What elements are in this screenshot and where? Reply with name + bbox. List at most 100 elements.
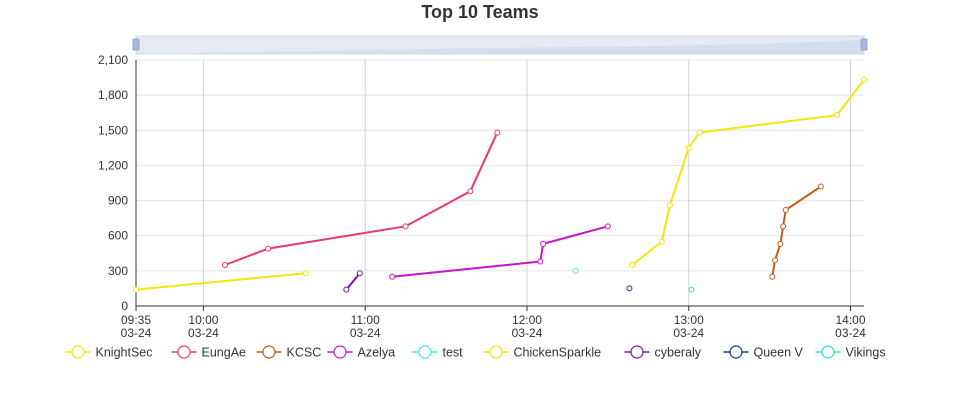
series-knightsec	[133, 270, 309, 293]
legend: KnightSec EungAe KCSC Azelya test ChickenSpar…	[65, 345, 886, 360]
legend-label: KnightSec	[96, 346, 153, 360]
data-point-azelya[interactable]	[604, 223, 611, 230]
data-point-chickensparkle[interactable]	[834, 112, 841, 119]
y-tick-label: 300	[108, 264, 128, 278]
legend-label: Azelya	[358, 346, 396, 360]
data-point-test[interactable]	[572, 267, 579, 274]
data-point-chickensparkle[interactable]	[696, 129, 703, 136]
x-tick-date-label: 03-24	[121, 326, 152, 340]
legend-swatch-marker	[333, 345, 347, 359]
legend-swatch-marker	[489, 345, 503, 359]
data-point-azelya[interactable]	[389, 273, 396, 280]
data-point-chickensparkle[interactable]	[861, 76, 867, 83]
legend-item-queen-v[interactable]: Queen V	[723, 345, 804, 360]
series-chickensparkle	[629, 76, 867, 268]
zoom-slider[interactable]	[132, 35, 868, 55]
legend-item-knightsec[interactable]: KnightSec	[65, 345, 153, 360]
y-tick-label: 2,100	[98, 53, 128, 67]
data-point-eungae[interactable]	[265, 245, 272, 252]
data-point-azelya[interactable]	[540, 240, 547, 247]
data-point-eungae[interactable]	[221, 262, 228, 268]
x-tick-label: 12:00	[512, 313, 542, 327]
legend-label: EungAe	[202, 346, 247, 360]
data-point-eungae[interactable]	[402, 223, 409, 230]
series-cyberaly	[343, 270, 363, 293]
y-tick-label: 900	[108, 194, 128, 208]
x-tick-label: 11:00	[351, 313, 380, 327]
legend-item-azelya[interactable]: Azelya	[327, 345, 396, 360]
x-tick-date-label: 03-24	[188, 326, 219, 340]
x-tick-label: 13:00	[674, 313, 704, 327]
axes: 03006009001,2001,5001,8002,10009:3503-24…	[98, 53, 866, 340]
legend-item-chickensparkle[interactable]: ChickenSparkle	[483, 345, 602, 360]
x-tick-label: 09:35	[121, 313, 151, 327]
legend-label: Queen V	[754, 346, 804, 360]
y-tick-label: 0	[121, 299, 128, 313]
data-point-kcsc[interactable]	[777, 240, 784, 247]
data-point-cyberaly[interactable]	[343, 286, 350, 293]
data-point-kcsc[interactable]	[772, 257, 779, 264]
data-point-chickensparkle[interactable]	[629, 262, 636, 268]
legend-swatch-marker	[418, 345, 432, 359]
data-point-eungae[interactable]	[494, 129, 501, 136]
series-queen-v	[626, 285, 633, 292]
x-tick-date-label: 03-24	[835, 326, 866, 340]
series-kcsc	[769, 183, 824, 280]
data-point-eungae[interactable]	[467, 188, 474, 195]
x-tick-label: 10:00	[188, 313, 218, 327]
series-line-kcsc[interactable]	[771, 185, 822, 277]
zoom-handle-left[interactable]	[132, 38, 140, 51]
series-line-azelya[interactable]	[391, 225, 609, 278]
legend-item-kcsc[interactable]: KCSC	[256, 345, 322, 360]
y-tick-label: 1,200	[98, 158, 128, 172]
y-tick-label: 1,500	[98, 123, 128, 137]
legend-swatch-marker	[821, 345, 835, 359]
data-point-kcsc[interactable]	[782, 206, 789, 213]
zoom-slider-window[interactable]	[136, 36, 864, 54]
legend-item-vikings[interactable]: Vikings	[815, 345, 886, 360]
data-point-chickensparkle[interactable]	[685, 144, 692, 151]
data-point-kcsc[interactable]	[817, 183, 824, 190]
zoom-handle-right[interactable]	[860, 38, 868, 51]
grid	[136, 59, 864, 306]
legend-item-cyberaly[interactable]: cyberaly	[624, 345, 702, 360]
legend-label: ChickenSparkle	[514, 346, 602, 360]
legend-item-eungae[interactable]: EungAe	[171, 345, 247, 360]
series-line-cyberaly[interactable]	[345, 272, 361, 291]
series-azelya	[389, 223, 611, 280]
legend-label: Vikings	[846, 346, 886, 360]
legend-label: test	[443, 346, 464, 360]
x-tick-date-label: 03-24	[350, 326, 381, 340]
x-tick-label: 14:00	[836, 313, 866, 327]
y-tick-label: 1,800	[98, 88, 128, 102]
series-test	[572, 267, 579, 274]
series-line-chickensparkle[interactable]	[631, 79, 865, 266]
chart-title: Top 10 Teams	[421, 2, 539, 22]
data-point-azelya[interactable]	[537, 258, 544, 265]
legend-label: KCSC	[287, 346, 322, 360]
data-point-kcsc[interactable]	[769, 273, 776, 280]
data-point-chickensparkle[interactable]	[658, 238, 665, 245]
data-point-queen-v[interactable]	[626, 285, 633, 292]
data-point-cyberaly[interactable]	[356, 270, 363, 277]
series-line-knightsec[interactable]	[135, 272, 306, 291]
legend-swatch-marker	[729, 345, 743, 359]
data-point-vikings[interactable]	[688, 286, 695, 293]
series-eungae	[221, 129, 501, 268]
data-point-knightsec[interactable]	[133, 286, 139, 293]
legend-swatch-marker	[71, 345, 85, 359]
series-vikings	[688, 286, 695, 293]
legend-swatch-marker	[262, 345, 276, 359]
legend-swatch-marker	[630, 345, 644, 359]
legend-label: cyberaly	[655, 346, 702, 360]
data-point-knightsec[interactable]	[302, 270, 309, 277]
series-line-eungae[interactable]	[224, 132, 499, 266]
series-layer	[133, 76, 867, 293]
legend-swatch-marker	[177, 345, 191, 359]
data-point-chickensparkle[interactable]	[666, 202, 673, 209]
y-tick-label: 600	[108, 229, 128, 243]
legend-item-test[interactable]: test	[412, 345, 464, 360]
data-point-kcsc[interactable]	[780, 223, 787, 230]
